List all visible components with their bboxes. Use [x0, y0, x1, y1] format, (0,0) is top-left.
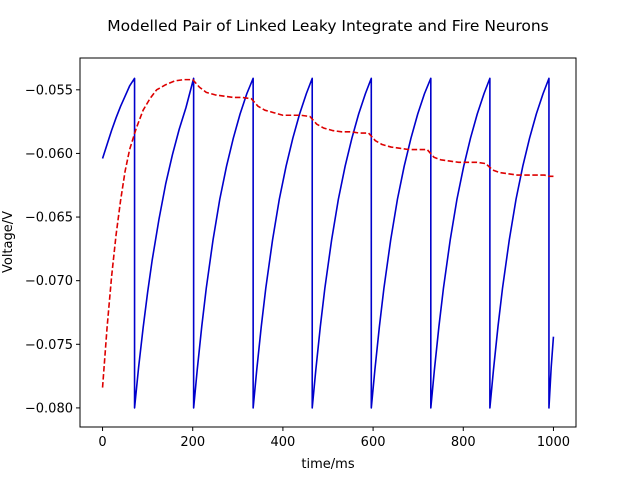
axes: 0 200 400 600 800 1000 −0.080 −0.075 −0.070 −0.06… [25, 57, 577, 450]
y-tick-label: −0.070 [25, 274, 73, 289]
y-axis-label: Voltage/V [1, 211, 16, 273]
x-axis-label: time/ms [301, 457, 354, 472]
x-tick-label: 200 [180, 435, 205, 450]
axes-frame [79, 57, 577, 428]
y-tick-label: −0.075 [25, 338, 73, 353]
y-tick-label: −0.060 [25, 147, 73, 162]
x-tick-label: 400 [270, 435, 295, 450]
series-line-2 [101, 78, 554, 388]
x-tick-label: 1000 [537, 435, 570, 450]
series-line-1 [101, 77, 555, 409]
x-tick-label: 800 [451, 435, 476, 450]
chart-title: Modelled Pair of Linked Leaky Integrate … [107, 17, 549, 35]
x-tick-label: 600 [361, 435, 386, 450]
plot-area [101, 77, 555, 409]
y-tick-label: −0.080 [25, 401, 73, 416]
y-tick-label: −0.065 [25, 211, 73, 226]
y-tick-label: −0.055 [25, 83, 73, 98]
x-tick-label: 0 [98, 435, 106, 450]
